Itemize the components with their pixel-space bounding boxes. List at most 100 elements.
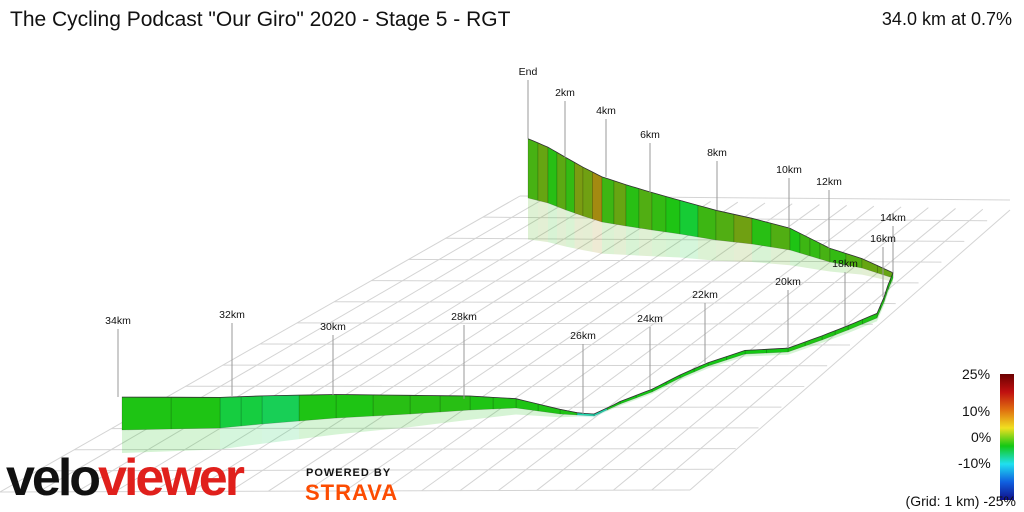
reflection-segment [620,398,636,406]
reflection-segment [716,240,734,262]
profile-segment [638,188,653,231]
reflection-segment [516,408,538,416]
profile-segment [565,157,575,214]
grid-line-row [259,343,851,346]
distance-marker-label: 10km [776,164,802,176]
reflection-segment [626,226,639,256]
distance-marker-label: 16km [870,233,896,245]
strava-logo[interactable]: STRAVA [305,480,399,505]
reflection-segment [299,418,336,440]
profile-segment [439,395,471,413]
reflection-segment [583,216,593,252]
reflection-segment [548,203,557,245]
grid-line-row [445,237,965,242]
profile-segment [574,161,584,217]
profile-segment [556,151,567,211]
reflection-segment [800,253,810,269]
grid-line-column [383,203,793,492]
powered-by-label: POWERED BY [306,467,392,479]
reflection-segment [440,410,470,424]
grid-line-row [371,280,919,284]
elevation-wall [121,138,894,431]
reflection-segment [708,360,727,369]
grid-line-column [574,207,929,491]
gradient-color-scale [1000,374,1014,500]
distance-markers: End 2km 4km 6km 8km 10km 12km 14km 16km 18km 20km 2… [105,66,906,414]
reflection-segment [410,412,440,428]
grid-line-column [38,196,548,493]
profile-segment [121,396,172,431]
reflection-segment [557,206,566,247]
logo-text-viewer: viewer [98,449,245,507]
reflection-segment [171,428,220,452]
profile-segment [679,200,699,238]
reflection-segment [666,378,680,388]
profile-segment [625,184,640,229]
profile-top-edge [121,138,894,415]
reflection-segment [698,237,716,261]
profile-segment [665,196,681,235]
reflection-segment [835,330,848,338]
profile-segment [547,146,558,207]
reflection-segment [790,250,800,267]
distance-marker-label: 22km [692,289,718,301]
profile-segment [715,209,735,243]
reflection-segment [592,219,602,254]
reflection-segment [884,296,886,306]
reflection-segment [766,352,788,356]
reflection-segment [877,310,881,322]
reflection-segment [771,247,790,266]
grid-line-column [268,201,711,492]
distance-marker-label: 12km [816,176,842,188]
grid-line-column [191,199,657,492]
profile-segment [469,395,494,411]
distance-marker-label: 28km [451,311,477,323]
grid-scale-note: (Grid: 1 km) -25% [906,493,1016,509]
reflection-segment [607,404,620,412]
reflection-segment [886,290,888,300]
profile-segment [409,394,441,415]
reflection-segment [538,200,548,243]
distance-marker-label: 30km [320,321,346,333]
grid-line-column [229,200,684,492]
reflection-segment [470,409,493,420]
profile-segment [601,176,615,225]
profile-segment [697,204,717,241]
reflection-segment [862,268,878,279]
reflection-segment [220,426,241,450]
reflection-segment [822,335,835,343]
reflection-segment [680,234,698,260]
legend-label-25: 25% [962,366,991,382]
distance-marker-label: 32km [219,309,245,321]
reflection-segment [680,372,694,381]
reflection-segment [493,408,516,418]
distance-marker-label: 8km [707,147,727,159]
legend-label-10: 10% [962,403,991,419]
reflection-segment [373,414,410,431]
veloviewer-logo[interactable]: veloviewer [6,449,245,507]
reflection-segment [820,259,830,272]
profile-segment [733,213,753,245]
reflection-segment [734,242,752,262]
reflection-segment [888,284,891,294]
reflection-segment [830,262,846,274]
profile-segment [613,180,627,227]
reflection-segment [652,230,666,257]
profile-segment [261,394,300,425]
reflection-segment [528,198,538,241]
profile-segment [335,394,374,419]
reflection-segment [538,411,560,418]
reflection-segment [594,410,607,418]
reflection-segment [805,340,822,349]
legend-label-0: 0% [971,429,992,445]
reflection-segment [752,244,771,264]
profile-segment [527,138,539,201]
profile-reflection [122,198,893,454]
reflection-segment [788,346,805,355]
reflection-segment [652,385,666,394]
grid-line-column [651,208,984,491]
reflection-segment [846,265,862,275]
reflection-segment [862,318,877,328]
distance-marker-label: 34km [105,315,131,327]
